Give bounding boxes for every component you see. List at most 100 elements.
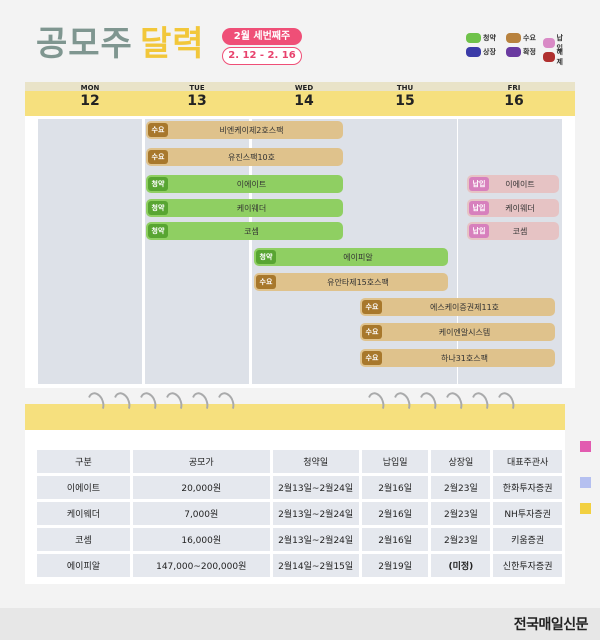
calendar-event[interactable]: 수요 케이엔알시스템 — [360, 323, 555, 341]
event-name: 케이엔알시스템 — [438, 327, 491, 337]
day-header-tue: TUE 13 — [145, 82, 249, 116]
day-name: THU — [396, 84, 414, 92]
legend-label: 확정 — [523, 48, 536, 56]
calendar-event[interactable]: 수요 하나31호스팩 — [360, 349, 555, 367]
calendar: MON 12 TUE 13 WED 14 THU 15 FRI 16 수요 비엔… — [25, 82, 575, 388]
side-tab-yellow — [580, 503, 591, 514]
event-tag: 수요 — [362, 325, 382, 339]
table-cell: 키움증권 — [493, 528, 562, 551]
day-number: 16 — [504, 93, 524, 109]
legend-swatch — [506, 33, 521, 43]
legend-label: 청약 — [483, 34, 496, 42]
calendar-event[interactable]: 수요 에스케이증권제11호 — [360, 298, 555, 316]
table-cell: 2월23일 — [431, 476, 491, 499]
table-row: 에이피알 147,000~200,000원 2월14일~2월15일 2월19일 … — [37, 554, 562, 577]
day-name: FRI — [507, 84, 521, 92]
table-cell: 2월13일~2월24일 — [272, 502, 359, 525]
event-tag: 수요 — [148, 150, 168, 164]
legend-item-suyo: 수요 — [506, 33, 536, 43]
day-number: 12 — [80, 93, 100, 109]
table-header-cell: 상장일 — [431, 450, 491, 473]
week-badge: 2월 세번째주 — [222, 28, 302, 45]
table-cell: 2월13일~2월24일 — [272, 476, 359, 499]
calendar-event[interactable]: 청약 이에이트 — [146, 175, 343, 193]
legend-item-hwakjeong: 확정 — [506, 47, 536, 57]
table-cell: 2월16일 — [361, 476, 429, 499]
table-cell: 2월23일 — [431, 528, 491, 551]
legend-item-napip: 납입 — [543, 33, 566, 53]
day-header-thu: THU 15 — [353, 82, 457, 116]
event-name: 에이피알 — [343, 252, 373, 262]
footer: 전국매일신문 — [0, 608, 600, 640]
table-cell: 2월16일 — [361, 528, 429, 551]
table-cell: NH투자증권 — [493, 502, 562, 525]
event-tag: 수요 — [256, 275, 276, 289]
event-tag: 수요 — [362, 300, 382, 314]
legend-item-cheongyak: 청약 — [466, 33, 496, 43]
table-row: 코셈 16,000원 2월13일~2월24일 2월16일 2월23일 키움증권 — [37, 528, 562, 551]
table-header-row: 구분 공모가 청약일 납입일 상장일 대표주관사 — [37, 450, 562, 473]
table-header-cell: 공모가 — [132, 450, 270, 473]
calendar-event[interactable]: 납입 코셈 — [467, 222, 559, 240]
event-tag: 납입 — [469, 177, 489, 191]
table-cell-undecided: (미정) — [431, 554, 491, 577]
calendar-header-strip — [25, 82, 575, 91]
legend-item-sangjang: 상장 — [466, 47, 496, 57]
event-name: 케이웨더 — [236, 203, 267, 213]
legend-label: 수요 — [523, 34, 536, 42]
legend-label: 상장 — [483, 48, 496, 56]
calendar-event[interactable]: 수요 비엔케이제2호스팩 — [146, 121, 343, 139]
table-header-cell: 납입일 — [361, 450, 429, 473]
event-tag: 납입 — [469, 201, 489, 215]
table-header-cell: 구분 — [37, 450, 130, 473]
calendar-event[interactable]: 납입 이에이트 — [467, 175, 559, 193]
calendar-event[interactable]: 청약 케이웨더 — [146, 199, 343, 217]
event-name: 케이웨더 — [505, 203, 535, 213]
ipo-table-card: 구분 공모가 청약일 납입일 상장일 대표주관사 이에이트 20,000원 2월… — [25, 404, 565, 584]
day-number: 15 — [395, 93, 415, 109]
day-name: WED — [294, 84, 314, 92]
day-number: 14 — [294, 93, 314, 109]
table-cell: 2월23일 — [431, 502, 491, 525]
table-header-cell: 청약일 — [272, 450, 359, 473]
event-tag: 수요 — [148, 123, 168, 137]
table-row: 이에이트 20,000원 2월13일~2월24일 2월16일 2월23일 한화투… — [37, 476, 562, 499]
title-main: 공모주 — [36, 24, 133, 64]
event-name: 이에이트 — [236, 179, 267, 189]
event-name: 비엔케이제2호스팩 — [219, 125, 284, 135]
event-name: 에스케이증권제11호 — [429, 302, 500, 312]
day-column-fri — [458, 119, 562, 384]
legend-swatch — [466, 47, 481, 57]
table-cell: 16,000원 — [132, 528, 270, 551]
day-number: 13 — [187, 93, 207, 109]
calendar-event[interactable]: 수요 유안타제15호스팩 — [254, 273, 448, 291]
calendar-event[interactable]: 수요 유진스팩10호 — [146, 148, 343, 166]
calendar-event[interactable]: 납입 케이웨더 — [467, 199, 559, 217]
table-card-band — [25, 404, 565, 430]
legend-swatch — [466, 33, 481, 43]
calendar-event[interactable]: 청약 코셈 — [146, 222, 343, 240]
event-tag: 납입 — [469, 224, 489, 238]
event-tag: 수요 — [362, 351, 382, 365]
table-cell: 에이피알 — [37, 554, 130, 577]
legend-swatch — [543, 52, 555, 62]
table-cell: 2월16일 — [361, 502, 429, 525]
table-cell: 신한투자증권 — [493, 554, 562, 577]
side-tab-pink — [580, 441, 591, 452]
day-header-fri: FRI 16 — [462, 82, 566, 116]
table-cell: 2월19일 — [361, 554, 429, 577]
event-name: 코셈 — [244, 226, 259, 236]
event-name: 코셈 — [512, 226, 528, 236]
event-name: 유안타제15호스팩 — [327, 277, 389, 287]
day-name: TUE — [189, 84, 205, 92]
legend-swatch — [506, 47, 521, 57]
table-header-cell: 대표주관사 — [493, 450, 562, 473]
event-tag: 청약 — [148, 177, 168, 191]
event-tag: 청약 — [148, 201, 168, 215]
date-range: 2. 12 - 2. 16 — [222, 47, 302, 65]
event-name: 하나31호스팩 — [441, 353, 488, 363]
title-accent: 달력 — [140, 24, 205, 64]
day-header-mon: MON 12 — [38, 82, 142, 116]
legend-item-haeje: 해제 — [543, 47, 566, 67]
calendar-event[interactable]: 청약 에이피알 — [254, 248, 448, 266]
